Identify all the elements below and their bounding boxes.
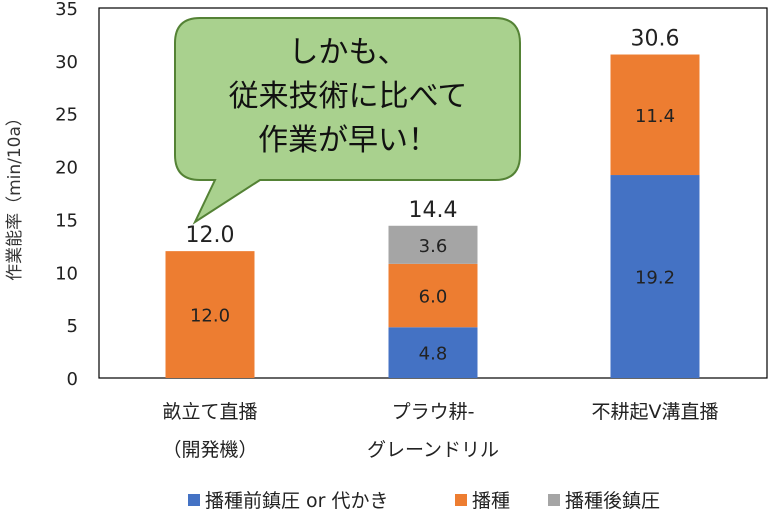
- legend-swatch: [548, 494, 560, 506]
- bar-segment: [388, 225, 478, 264]
- y-axis-ticks: 0 5 10 15 20 25 30 35: [55, 0, 78, 390]
- bar-segment: [388, 327, 478, 378]
- annotation-text: 従来技術に比べて: [229, 79, 468, 114]
- legend-label: 播種前鎮圧 or 代かき: [205, 490, 389, 512]
- legend: 播種前鎮圧 or 代かき 播種 播種後鎮圧: [188, 490, 660, 512]
- total-label: 30.6: [631, 27, 680, 52]
- x-tick-label: グレーンドリル: [367, 439, 499, 461]
- bar-segment: [610, 54, 700, 176]
- data-label: 12.0: [190, 306, 230, 327]
- y-tick-label: 35: [55, 0, 78, 20]
- bar-segment: [388, 263, 478, 328]
- legend-label: 播種後鎮圧: [565, 490, 660, 512]
- bar-segment: [610, 175, 700, 378]
- y-tick-label: 15: [55, 210, 78, 231]
- y-tick-label: 10: [55, 263, 78, 284]
- y-axis-label: 作業能率（min/10a）: [5, 109, 25, 281]
- y-tick-label: 5: [67, 316, 78, 337]
- annotation-text: 作業が早い！: [258, 123, 438, 158]
- bars: 12.0 12.0 4.8 6.0 3.6 14.4 19.2 11.4 30.6: [165, 27, 700, 378]
- x-tick-label: プラウ耕-: [392, 401, 475, 423]
- x-axis-labels: 畝立て直播 （開発機） プラウ耕- グレーンドリル 不耕起V溝直播: [162, 401, 718, 461]
- speech-bubble-shape: [174, 17, 521, 225]
- data-label: 11.4: [635, 106, 675, 127]
- total-label: 12.0: [186, 223, 235, 248]
- legend-swatch: [455, 494, 467, 506]
- data-label: 4.8: [419, 344, 448, 365]
- y-tick-label: 25: [55, 105, 78, 126]
- bar-segment: [165, 251, 255, 378]
- data-label: 19.2: [635, 268, 675, 289]
- x-tick-label: 畝立て直播: [162, 401, 257, 423]
- data-label: 3.6: [419, 236, 448, 257]
- legend-swatch: [188, 494, 200, 506]
- y-tick-label: 0: [67, 369, 78, 390]
- total-label: 14.4: [409, 198, 458, 223]
- y-tick-label: 30: [55, 52, 78, 73]
- x-tick-label: （開発機）: [162, 439, 257, 461]
- x-tick-label: 不耕起V溝直播: [592, 401, 719, 423]
- annotation-text: しかも、: [288, 35, 407, 70]
- legend-label: 播種: [472, 490, 510, 512]
- data-label: 6.0: [419, 287, 448, 308]
- y-tick-label: 20: [55, 158, 78, 179]
